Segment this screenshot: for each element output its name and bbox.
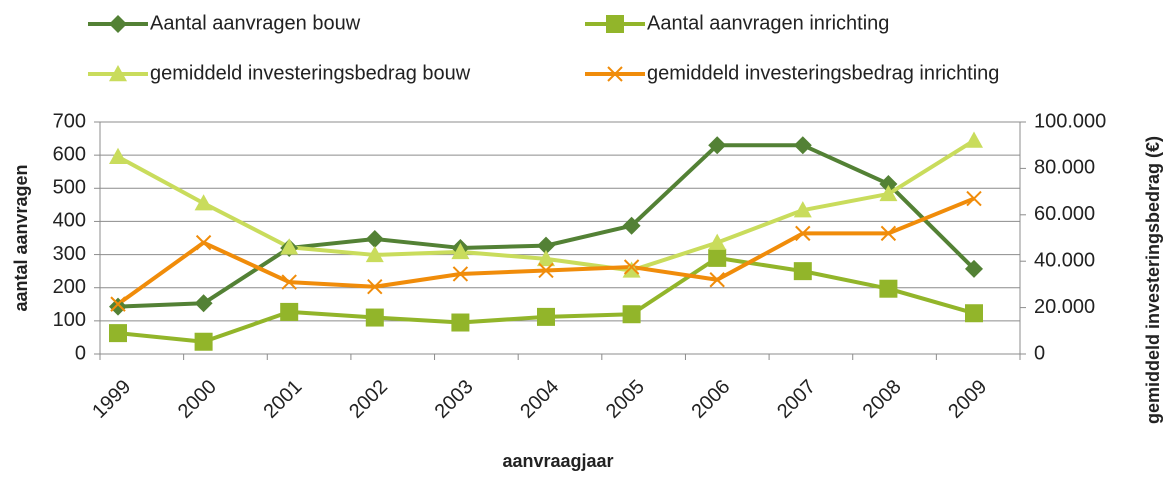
data-point — [365, 229, 384, 248]
legend-label: Aantal aanvragen bouw — [150, 12, 361, 34]
data-point — [194, 194, 213, 211]
x-tick-label: 2000 — [174, 376, 221, 423]
x-tick-label: 2006 — [687, 376, 734, 423]
data-point — [194, 332, 213, 351]
legend-marker — [606, 15, 624, 33]
data-point — [793, 201, 812, 218]
data-point — [109, 324, 127, 343]
y-tick-label: 700 — [53, 110, 86, 132]
data-point — [623, 259, 640, 275]
data-point — [537, 236, 555, 255]
y-tick-label: 300 — [53, 243, 86, 265]
data-point — [793, 262, 812, 281]
legend-marker — [607, 66, 623, 82]
x-tick-label: 1999 — [88, 376, 135, 423]
y2-tick-label: 20.000 — [1034, 296, 1095, 318]
y2-axis-title: gemiddeld investeringsbedrag (€) — [1143, 136, 1163, 424]
data-point — [622, 261, 641, 278]
y2-tick-label: 100.000 — [1034, 110, 1106, 132]
y-tick-label: 100 — [53, 309, 86, 331]
data-point — [280, 238, 299, 255]
data-point — [879, 174, 898, 193]
data-point — [880, 225, 897, 242]
x-tick-label: 2003 — [431, 376, 478, 423]
data-point — [538, 262, 554, 279]
x-axis-title: aanvraagjaar — [502, 451, 613, 471]
data-point — [965, 304, 983, 323]
data-point — [109, 297, 127, 316]
data-point — [966, 190, 982, 207]
data-point — [879, 279, 898, 298]
data-point — [280, 302, 299, 321]
data-point — [195, 234, 212, 251]
data-point — [795, 225, 811, 242]
legend-label: gemiddeld investeringsbedrag bouw — [150, 62, 471, 84]
legend-label: Aantal aanvragen inrichting — [647, 12, 889, 34]
data-point — [537, 307, 555, 326]
data-point — [452, 266, 469, 282]
data-point — [965, 131, 983, 148]
data-point — [281, 274, 297, 290]
x-tick-label: 2008 — [859, 376, 906, 423]
legend-marker — [109, 65, 127, 82]
data-point — [965, 259, 983, 278]
data-point — [367, 279, 383, 295]
data-point — [622, 216, 641, 235]
data-point — [110, 296, 126, 312]
data-point — [537, 249, 555, 267]
data-point — [109, 147, 127, 164]
x-tick-label: 2004 — [516, 376, 563, 423]
data-point — [365, 245, 384, 263]
y-tick-label: 500 — [53, 177, 86, 199]
y2-tick-label: 80.000 — [1034, 157, 1095, 179]
y-tick-label: 400 — [53, 210, 86, 232]
data-point — [194, 294, 213, 313]
data-point — [708, 248, 727, 267]
data-point — [879, 184, 898, 202]
x-tick-label: 2009 — [944, 376, 991, 423]
legend-marker — [109, 15, 127, 33]
data-point — [451, 242, 470, 260]
legend-label: gemiddeld investeringsbedrag inrichting — [647, 62, 999, 84]
y-axis-title: aantal aanvragen — [11, 164, 31, 311]
y-tick-label: 0 — [75, 342, 86, 364]
x-tick-label: 2002 — [345, 376, 392, 423]
x-tick-label: 2001 — [259, 376, 306, 423]
x-tick-label: 2005 — [602, 376, 649, 423]
y2-tick-label: 40.000 — [1034, 249, 1095, 271]
data-point — [793, 136, 812, 155]
data-point — [622, 305, 641, 324]
data-point — [709, 272, 725, 288]
x-tick-label: 2007 — [773, 376, 820, 423]
y-tick-label: 600 — [53, 143, 86, 165]
data-point — [451, 313, 470, 332]
data-point — [365, 308, 384, 327]
y-tick-label: 200 — [53, 276, 86, 298]
y2-tick-label: 60.000 — [1034, 203, 1095, 225]
data-point — [708, 136, 727, 155]
y2-tick-label: 0 — [1034, 342, 1045, 364]
data-point — [708, 233, 727, 250]
